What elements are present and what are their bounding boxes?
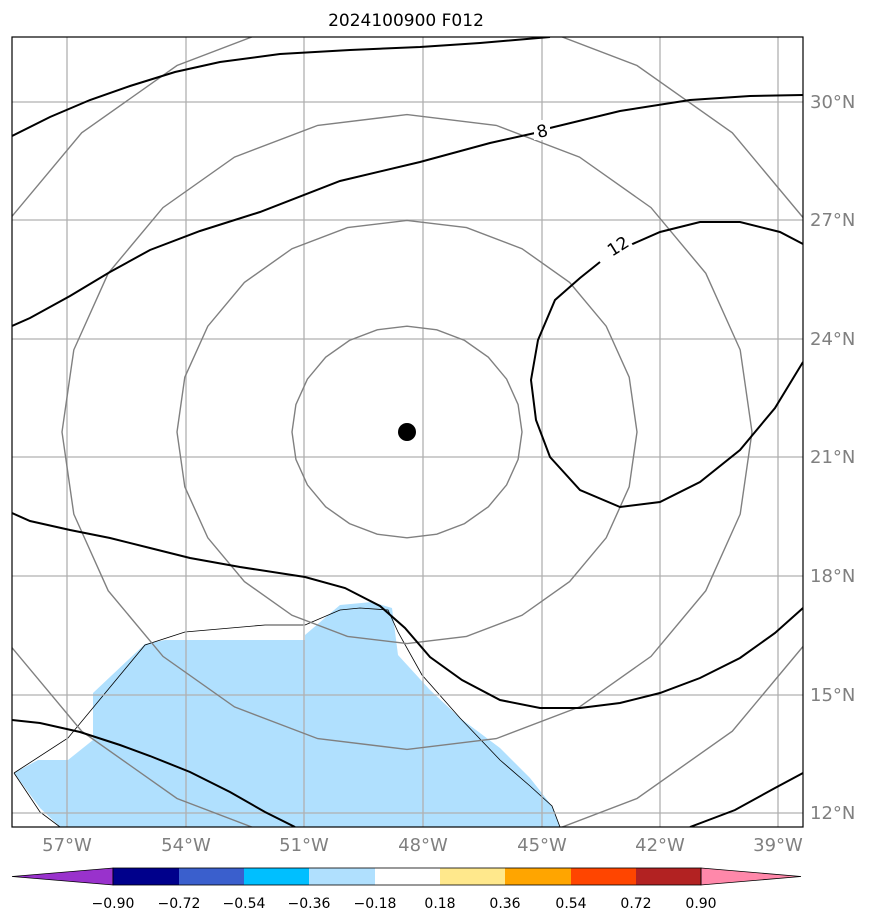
colorbar-segment (179, 868, 244, 885)
colorbar-segment (571, 868, 636, 885)
lon-label-42: 42°W (635, 835, 685, 856)
map-title: 2024100900 F012 (328, 11, 484, 31)
contour-label-12: 12 (604, 233, 633, 261)
colorbar-segment (505, 868, 571, 885)
colorbar-segment (636, 868, 701, 885)
contour-bottom (12, 719, 296, 827)
lat-label-24: 24°N (810, 329, 855, 350)
map-frame (11, 36, 804, 828)
contours (12, 37, 803, 827)
lat-label-18: 18°N (810, 566, 855, 587)
contour-bottom-right (689, 772, 803, 827)
contour-8 (12, 94, 803, 327)
lat-label-27: 27°N (810, 210, 855, 231)
contour-labels: 8 12 (534, 120, 635, 262)
lat-label-21: 21°N (810, 447, 855, 468)
lon-label-39: 39°W (753, 835, 803, 856)
contour-12 (529, 221, 803, 509)
lat-label-30: 30°N (810, 92, 855, 113)
colorbar-tick-label: −0.54 (223, 896, 266, 912)
lon-label-54: 54°W (161, 835, 211, 856)
lat-label-12: 12°N (810, 803, 855, 824)
region-outline (13, 607, 561, 827)
colorbar-segment (113, 868, 179, 885)
colorbar-tick-label: 0.36 (489, 896, 520, 912)
colorbar-tick-label: −0.90 (92, 896, 135, 912)
lon-label-45: 45°W (517, 835, 567, 856)
colorbar-outline (112, 867, 702, 886)
range-ring (176, 219, 638, 645)
lon-labels: 57°W 54°W 51°W 48°W 45°W 42°W 39°W (42, 835, 803, 856)
colorbar-tick-label: 0.90 (685, 896, 716, 912)
range-rings (12, 37, 803, 827)
contour-mid (12, 512, 803, 709)
lat-labels: 30°N 27°N 24°N 21°N 18°N 15°N 12°N (810, 92, 855, 824)
lon-label-51: 51°W (279, 835, 329, 856)
range-ring (61, 113, 753, 751)
storm-center-marker (398, 423, 416, 441)
colorbar-extend-min (11, 867, 114, 886)
colorbar-extend-max (700, 867, 802, 886)
colorbar-segment (244, 868, 309, 885)
colorbar-ticks: −0.90 −0.72 −0.54 −0.36 −0.18 0.18 0.36 … (92, 896, 717, 912)
range-ring (12, 37, 803, 827)
contour-top (12, 37, 551, 137)
colorbar-segment (309, 868, 375, 885)
contour-label-8-bg (534, 120, 550, 140)
lon-label-48: 48°W (398, 835, 448, 856)
lon-label-57: 57°W (42, 835, 92, 856)
colorbar-tick-label: 0.72 (620, 896, 651, 912)
colorbar-segment (375, 868, 440, 885)
colorbar (11, 867, 802, 886)
contour-label-12-bg (601, 230, 635, 262)
contour-label-8: 8 (535, 121, 550, 143)
colorbar-tick-label: −0.36 (288, 896, 331, 912)
gridlines (12, 37, 803, 827)
lat-label-15: 15°N (810, 685, 855, 706)
range-ring (291, 325, 523, 539)
shaded-region (14, 602, 560, 827)
region-outline-2 (13, 772, 61, 827)
colorbar-tick-label: 0.18 (424, 896, 455, 912)
colorbar-tick-label: −0.72 (158, 896, 201, 912)
colorbar-tick-label: 0.54 (555, 896, 586, 912)
colorbar-tick-label: −0.18 (354, 896, 397, 912)
colorbar-segment (440, 868, 505, 885)
map-area: 8 12 (12, 37, 803, 827)
